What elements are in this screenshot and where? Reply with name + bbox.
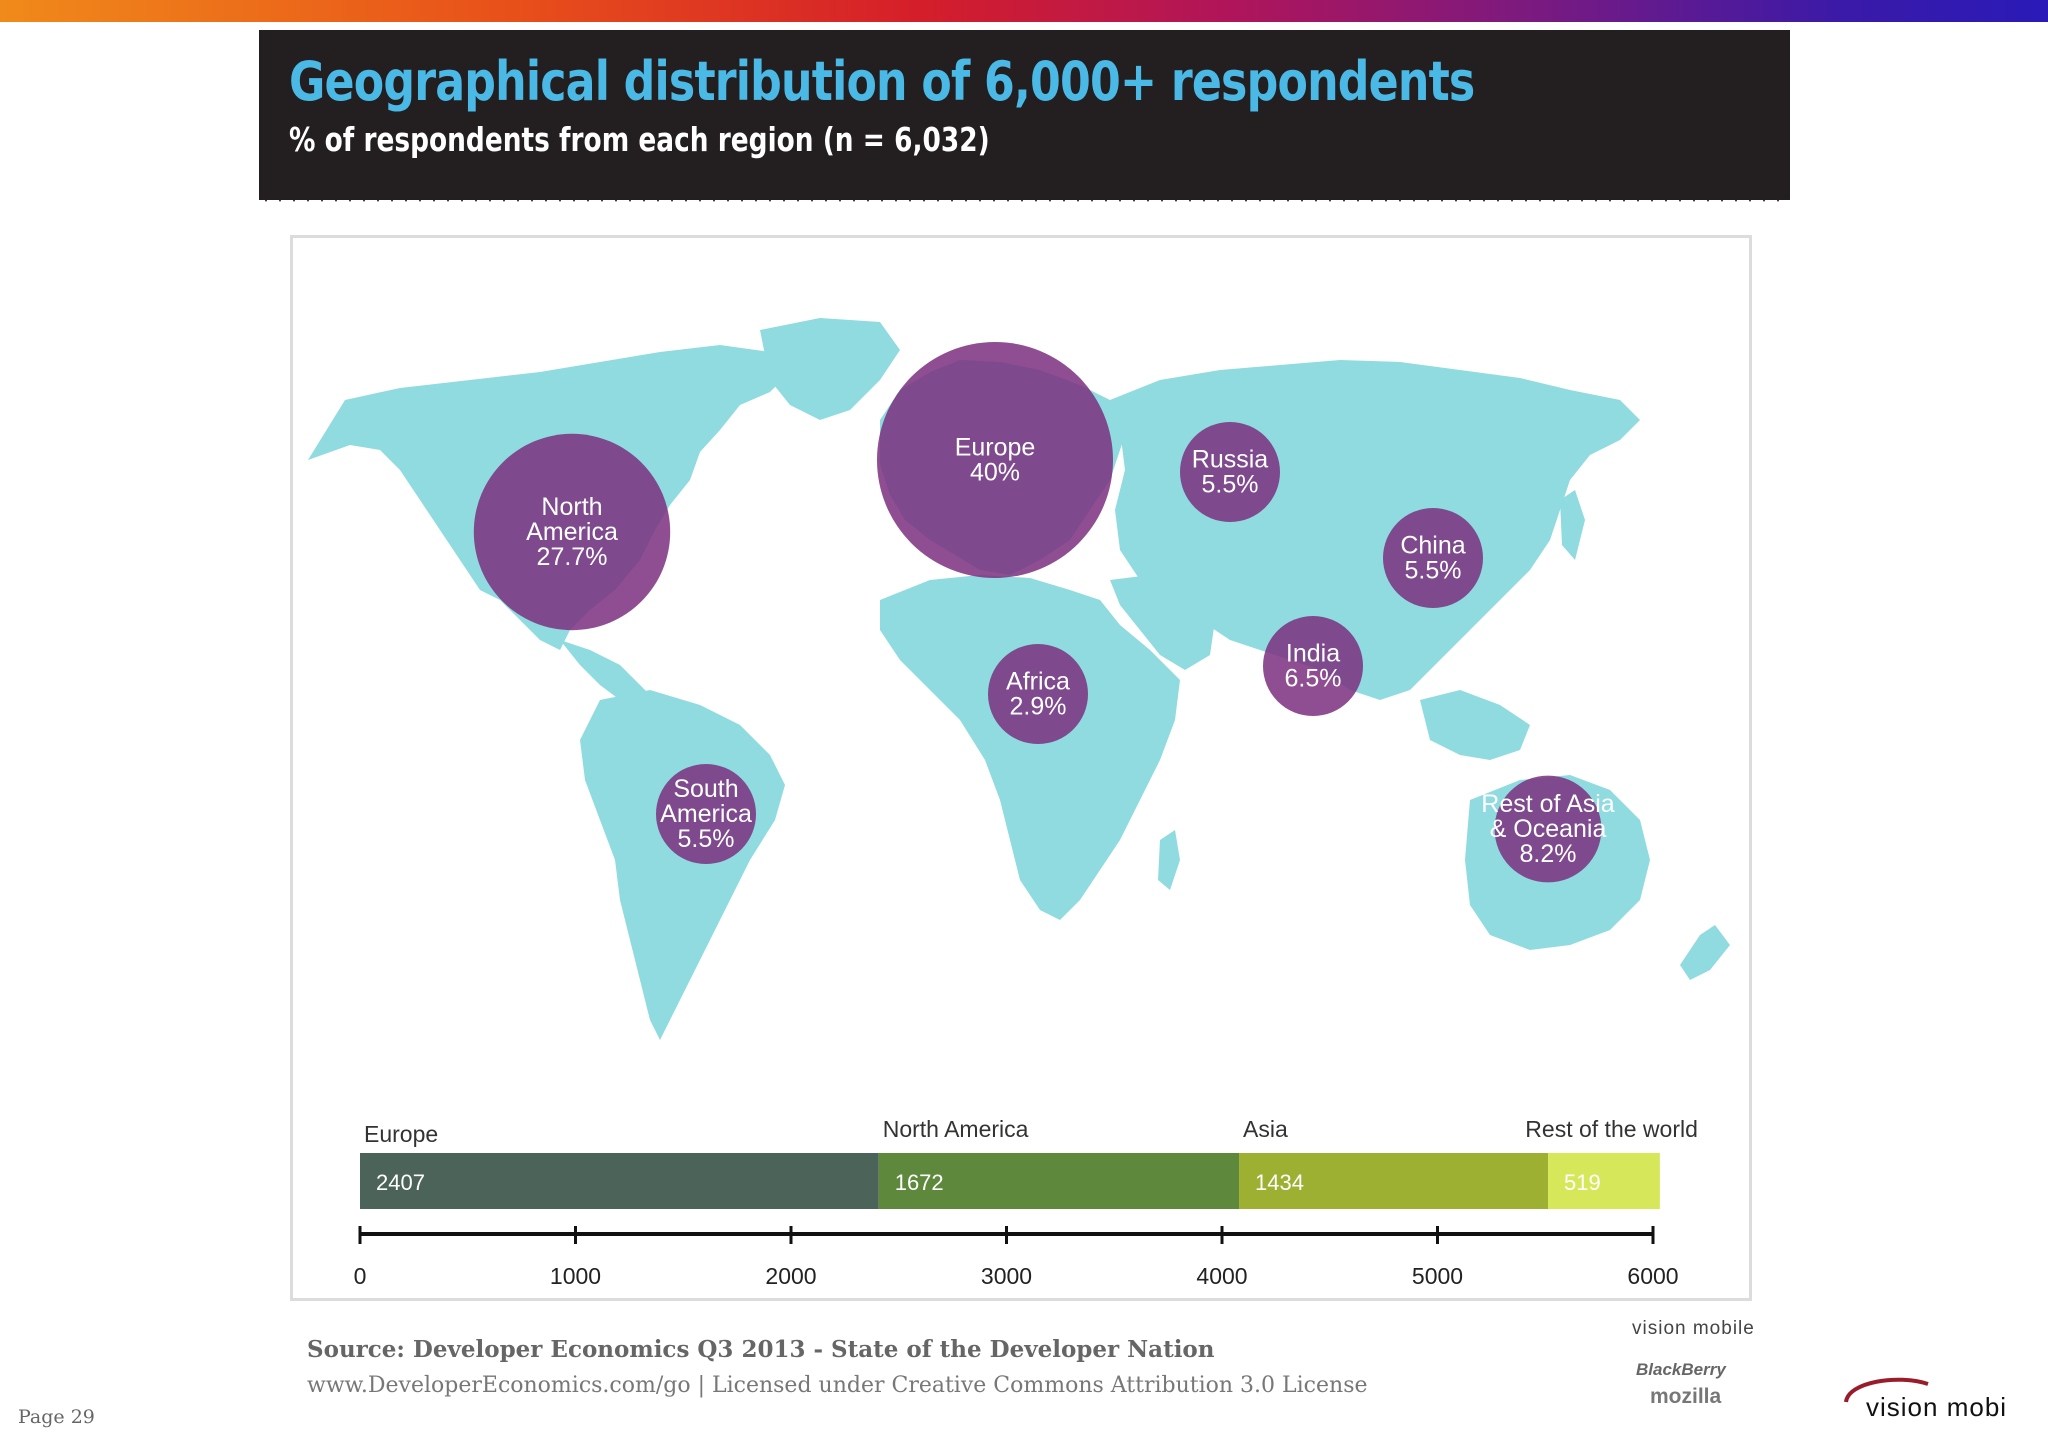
bubble-name-africa: Africa [1006, 668, 1070, 696]
landmass-southeast-asia [1420, 690, 1530, 760]
bubble-pct-china: 5.5% [1405, 557, 1462, 585]
bubble-name-south-america: America [660, 800, 752, 828]
bubble-pct-south-america: 5.5% [678, 825, 735, 853]
bubble-europe [877, 342, 1113, 578]
bar-segment-asia [1239, 1153, 1549, 1209]
bar-category-europe: Europe [364, 1121, 438, 1147]
sponsor-visionmobile-logo: vision mobile [1632, 1318, 1755, 1339]
x-axis-tick-label: 4000 [1196, 1263, 1247, 1289]
bubble-name-china: China [1400, 532, 1465, 560]
bubble-name-europe: Europe [955, 434, 1036, 462]
x-axis-tick-label: 3000 [981, 1263, 1032, 1289]
bar-segment-europe [360, 1153, 879, 1209]
landmass-africa [880, 575, 1180, 920]
bubble-south-america [656, 764, 756, 864]
bubble-pct-europe: 40% [970, 459, 1020, 487]
license-line: www.DeveloperEconomics.com/go | Licensed… [307, 1373, 1368, 1398]
bubble-russia [1180, 422, 1280, 522]
bubble-pct-north-america: 27.7% [537, 543, 608, 571]
stacked-bar-chart: 2407 Europe 1672 North America 1434 Asia 519 Re… [354, 1116, 1698, 1289]
bubble-name-rest-of-asia-oceania: Rest of Asia [1481, 790, 1614, 818]
bar-value-europe: 2407 [376, 1170, 425, 1195]
bubble-north-america [473, 433, 671, 631]
x-axis-tick-label: 1000 [550, 1263, 601, 1289]
bubble-pct-rest-of-asia-oceania: 8.2% [1520, 840, 1577, 868]
bubble-name-south-america: South [673, 775, 738, 803]
bubble-name-north-america: North [541, 493, 602, 521]
x-axis-tick-label: 6000 [1627, 1263, 1678, 1289]
bar-category-north-america: North America [883, 1116, 1029, 1142]
bubble-pct-india: 6.5% [1285, 665, 1342, 693]
bubble-pct-russia: 5.5% [1202, 471, 1259, 499]
brand-logo: vision mobile [1844, 1377, 2008, 1422]
landmass-arabia [1110, 575, 1215, 670]
sponsor-blackberry-logo: BlackBerry [1636, 1360, 1726, 1379]
bar-value-north-america: 1672 [895, 1170, 944, 1195]
bar-category-asia: Asia [1243, 1116, 1288, 1142]
bar-category-rest-of-world: Rest of the world [1525, 1116, 1698, 1142]
page-number: Page 29 [18, 1406, 95, 1428]
landmass-new-zealand [1680, 925, 1730, 980]
landmass-japan [1560, 490, 1585, 560]
page-subtitle: % of respondents from each region (n = 6… [289, 120, 990, 159]
page-title: Geographical distribution of 6,000+ resp… [289, 50, 1475, 113]
source-citation: Source: Developer Economics Q3 2013 - St… [307, 1336, 1215, 1363]
sponsor-mozilla-logo: mozilla [1650, 1385, 1722, 1408]
brand-logo-swoosh-icon [1844, 1377, 1929, 1403]
title-banner [259, 30, 1790, 200]
brand-logo-text: vision mobile [1866, 1392, 2008, 1422]
bubble-africa [988, 644, 1088, 744]
bar-value-rest-of-world: 519 [1564, 1170, 1601, 1195]
bar-segment-north-america [878, 1153, 1240, 1209]
landmass-madagascar [1158, 830, 1180, 890]
landmass-central-america [560, 640, 655, 710]
landmass-greenland [760, 318, 900, 420]
bubble-name-north-america: America [526, 518, 618, 546]
bubble-india [1263, 616, 1363, 716]
bar-segment-rest-of-world [1548, 1153, 1660, 1209]
x-axis-tick-label: 2000 [765, 1263, 816, 1289]
banner-zigzag-edge [259, 190, 1790, 202]
bar-value-asia: 1434 [1255, 1170, 1304, 1195]
bubble-china [1383, 508, 1483, 608]
landmass-south-america [580, 690, 785, 1040]
top-color-stripe [0, 0, 2048, 22]
bubble-name-rest-of-asia-oceania: & Oceania [1490, 815, 1607, 843]
bubble-rest-of-asia-oceania [1494, 775, 1602, 883]
x-axis-tick-label: 5000 [1412, 1263, 1463, 1289]
bubble-name-russia: Russia [1192, 446, 1269, 474]
x-axis-tick-label: 0 [354, 1263, 367, 1289]
bubble-name-india: India [1286, 640, 1340, 668]
bubble-pct-africa: 2.9% [1010, 693, 1067, 721]
